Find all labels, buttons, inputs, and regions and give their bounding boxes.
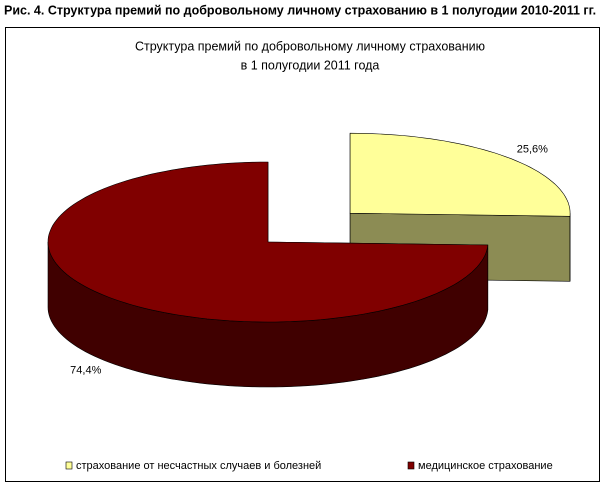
figure-caption: Рис. 4. Структура премий по добровольном… bbox=[4, 3, 596, 17]
legend-swatch bbox=[65, 461, 73, 470]
legend: страхование от несчастных случаев и боле… bbox=[65, 460, 553, 472]
data-label: 74,4% bbox=[70, 365, 101, 377]
legend-swatch bbox=[407, 461, 415, 470]
legend-label: страхование от несчастных случаев и боле… bbox=[76, 460, 321, 472]
slice bbox=[349, 132, 571, 217]
chart-title: Структура премий по добровольному личном… bbox=[135, 39, 485, 53]
plot: 25,6% 74,4% bbox=[47, 132, 571, 388]
data-label: 25,6% bbox=[517, 143, 548, 155]
slice bbox=[47, 161, 489, 323]
chart-title: в 1 полугодии 2011 года bbox=[241, 58, 380, 72]
legend-label: медицинское страхование bbox=[418, 460, 553, 472]
